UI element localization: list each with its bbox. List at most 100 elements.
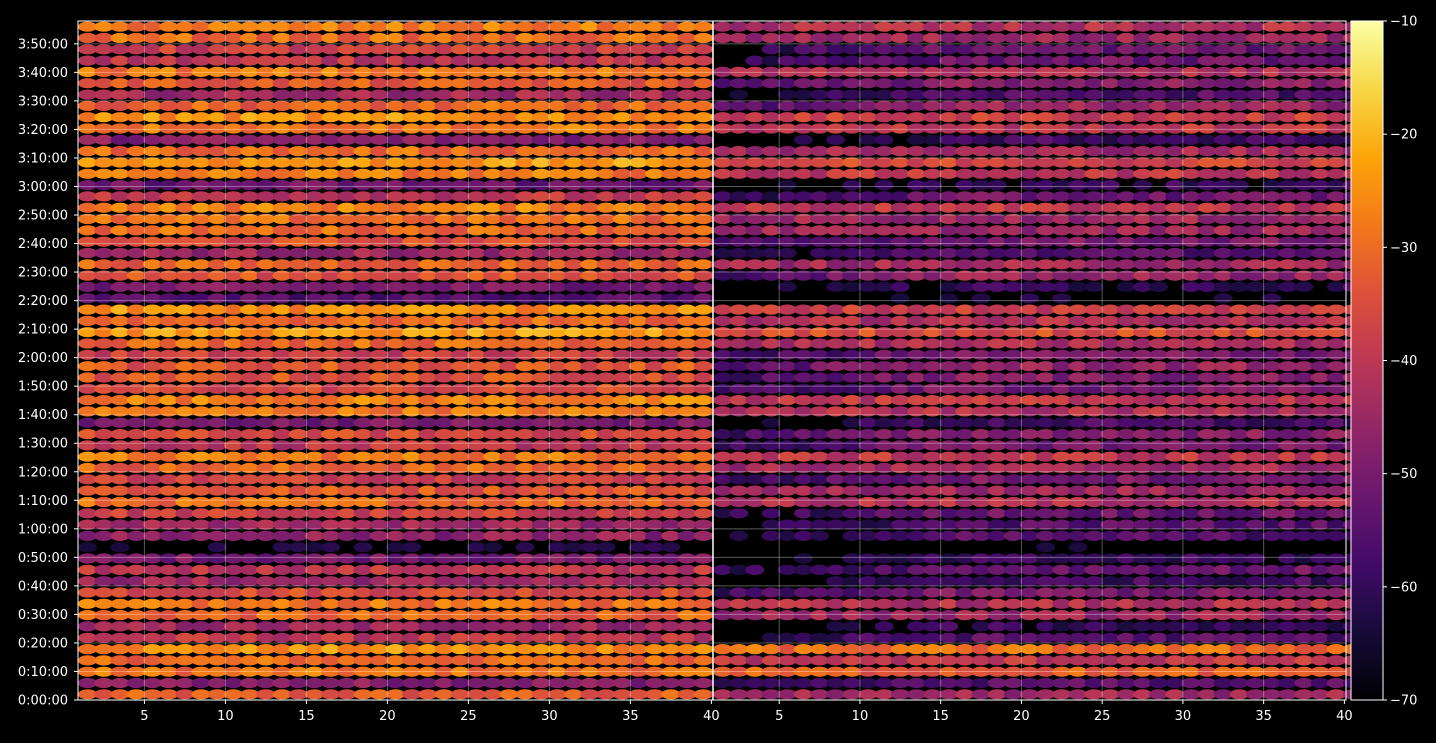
heat-cell <box>729 361 749 372</box>
heat-cell <box>1165 349 1185 360</box>
heat-cell <box>580 508 600 519</box>
heat-cell <box>1294 225 1314 236</box>
heat-cell <box>874 406 894 417</box>
heat-cell <box>1036 338 1056 349</box>
heat-cell <box>677 349 697 360</box>
heat-cell <box>580 372 600 383</box>
heat-cell <box>1246 644 1265 655</box>
heat-cell <box>645 123 665 134</box>
heat-cell <box>858 451 878 462</box>
colorbar-tick-label: −60 <box>1390 580 1417 595</box>
heat-cell <box>1019 451 1039 462</box>
heat-cell <box>564 55 584 66</box>
heat-cell <box>175 66 195 77</box>
heat-cell <box>826 576 846 587</box>
heat-cell <box>987 587 1007 598</box>
heat-cell <box>1116 259 1136 270</box>
heat-cell <box>826 508 846 519</box>
heat-cell <box>612 383 632 394</box>
heat-cell <box>547 644 567 655</box>
heat-cell <box>175 655 195 666</box>
heat-cell <box>240 247 260 259</box>
heat-cell <box>1294 462 1314 474</box>
heat-cell <box>1294 383 1314 394</box>
heat-cell <box>874 576 894 587</box>
heat-cell <box>842 44 862 55</box>
heat-cell <box>1003 100 1023 111</box>
heat-cell <box>677 621 697 632</box>
heat-cell <box>191 259 211 270</box>
heat-cell <box>1278 247 1298 259</box>
heat-cell <box>337 519 357 530</box>
heat-cell <box>971 293 991 304</box>
heat-cell <box>693 281 713 292</box>
heat-cell <box>1229 496 1249 508</box>
heat-cell <box>1326 338 1346 349</box>
heat-cell <box>1149 610 1169 621</box>
heat-cell <box>1278 315 1298 326</box>
heat-cell <box>890 338 910 349</box>
heat-cell <box>596 655 616 666</box>
heat-cell <box>515 440 535 451</box>
heat-cell <box>1262 180 1282 191</box>
heat-cell <box>645 281 665 292</box>
heat-cell <box>207 496 227 508</box>
heat-cell <box>1229 202 1249 213</box>
heat-cell <box>1036 666 1056 677</box>
heat-cell <box>1326 304 1346 315</box>
heat-cell <box>596 542 616 553</box>
heat-cell <box>531 395 551 406</box>
heat-cell <box>272 123 292 134</box>
heat-cell <box>1197 610 1217 621</box>
heat-cell <box>1310 440 1330 451</box>
heat-cell <box>987 666 1007 677</box>
heat-cell <box>142 44 162 55</box>
heat-cell <box>1165 338 1185 349</box>
heat-cell <box>1197 508 1217 519</box>
heat-cell <box>713 610 733 621</box>
heat-cell <box>874 21 894 32</box>
heat-cell <box>874 168 894 179</box>
heat-cell <box>1036 610 1056 621</box>
heat-cell <box>207 44 227 55</box>
heat-cell <box>1229 66 1249 77</box>
heat-cell <box>677 406 697 417</box>
heat-cell <box>483 293 503 304</box>
heat-cell <box>923 496 942 508</box>
heat-cell <box>826 361 846 372</box>
heat-cell <box>1278 112 1298 123</box>
heat-cell <box>385 157 405 168</box>
heat-cell <box>1294 598 1314 609</box>
heat-cell <box>693 429 713 440</box>
heat-cell <box>939 112 959 123</box>
heat-cell <box>842 417 862 428</box>
heat-cell <box>272 689 292 700</box>
heat-cell <box>321 112 341 123</box>
heat-cell <box>207 168 227 179</box>
heat-cell <box>1246 304 1265 315</box>
heat-cell <box>1068 315 1088 326</box>
heat-cell <box>645 32 665 44</box>
heat-cell <box>531 338 551 349</box>
heat-cell <box>142 451 162 462</box>
heat-cell <box>272 383 292 394</box>
heat-cell <box>793 315 813 326</box>
heat-cell <box>1181 270 1201 281</box>
heat-cell <box>240 281 260 292</box>
heat-cell <box>142 621 162 632</box>
heat-cell <box>1019 281 1039 292</box>
y-tick-label: 3:10:00 <box>18 151 68 166</box>
heat-cell <box>761 406 781 417</box>
heat-cell <box>1326 655 1346 666</box>
heat-cell <box>793 21 813 32</box>
heat-cell <box>240 530 260 542</box>
heat-cell <box>1246 519 1265 530</box>
heat-cell <box>207 689 227 700</box>
heat-cell <box>1036 564 1056 576</box>
heat-cell <box>1246 406 1265 417</box>
heat-cell <box>793 55 813 66</box>
heat-cell <box>1181 281 1201 292</box>
heat-cell <box>207 55 227 66</box>
heat-cell <box>1003 21 1023 32</box>
heat-cell <box>645 236 665 247</box>
